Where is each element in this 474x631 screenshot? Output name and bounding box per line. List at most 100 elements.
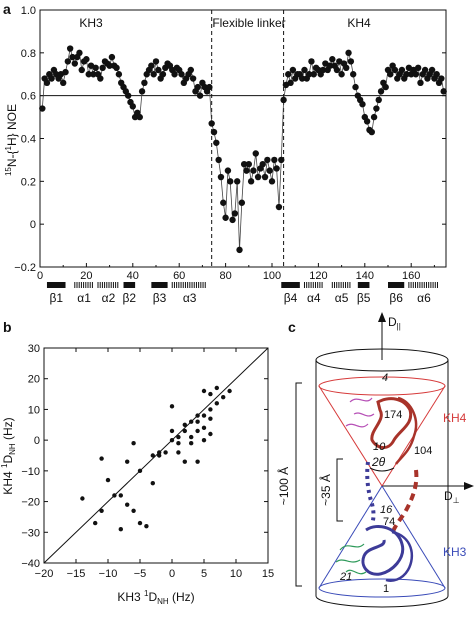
x-tick-label-a: 0 (37, 270, 43, 282)
noe-data-point (301, 66, 308, 74)
residue-label-104: 104 (414, 445, 432, 457)
x-tick-label-a: 140 (356, 270, 374, 282)
noe-data-point (171, 71, 178, 78)
noe-data-point (150, 71, 157, 78)
noe-data-point (240, 161, 248, 168)
strand-bar (151, 282, 168, 288)
noe-data-point (350, 71, 357, 78)
plot-a-frame (39, 9, 447, 268)
noe-data-point (250, 167, 257, 174)
noe-data-point (69, 53, 76, 61)
x-tick-label-a: 20 (80, 270, 92, 282)
noe-data-point (280, 96, 287, 104)
x-tick-label-b: 5 (201, 568, 207, 580)
rdc-data-point (208, 407, 213, 412)
panel-b-rdc-chart: KH3 1DNH (Hz) KH4 1DNH (Hz) 30 20 10 0 −10 −2… (0, 343, 274, 606)
noe-data-point (92, 64, 99, 72)
noe-data-point (236, 246, 243, 254)
rdc-data-point (105, 477, 111, 483)
noe-data-point (85, 71, 92, 78)
kh3-green-sidechains (335, 543, 367, 575)
x-tick-label-a: 80 (219, 270, 231, 282)
noe-data-point (210, 128, 218, 136)
noe-data-point (259, 161, 266, 168)
noe-data-point (338, 71, 345, 78)
rdc-data-point (93, 520, 98, 526)
rdc-data-point (131, 441, 136, 446)
region-label-kh3: KH3 (79, 16, 103, 30)
rdc-data-point (221, 394, 226, 400)
rdc-data-point (182, 459, 187, 464)
noe-data-point (229, 216, 236, 224)
noe-data-point (433, 71, 440, 78)
noe-data-point (227, 178, 234, 185)
noe-data-point (268, 178, 276, 185)
noe-data-point (152, 58, 160, 65)
y-tick-label-a: 0.8 (21, 48, 36, 60)
noe-data-point (129, 103, 136, 110)
noe-data-point (113, 64, 120, 72)
noe-data-point (266, 167, 273, 174)
noe-data-point (106, 62, 113, 69)
noe-data-point (213, 139, 220, 146)
noe-data-point (368, 128, 375, 136)
noe-data-point (43, 79, 51, 87)
noe-data-point (421, 66, 429, 74)
x-tick-label-a: 100 (263, 270, 281, 282)
panel-a-noe-chart: 15N-{1H} NOE KH3 Flexible linker KH4 1.0… (4, 5, 447, 305)
rdc-data-point (169, 437, 175, 443)
y-tick-label-a: 1.0 (21, 5, 36, 17)
rdc-data-point (125, 502, 130, 507)
kh4-backbone (370, 397, 413, 449)
noe-data-point (359, 101, 366, 108)
y-tick-label-a: 0.4 (21, 134, 36, 146)
noe-data-point (124, 92, 132, 99)
rdc-data-point (201, 425, 207, 431)
noe-data-point (71, 60, 79, 67)
panel-b-y-axis-label: KH4 1DNH (Hz) (0, 417, 17, 494)
kh3-cone-right (381, 485, 446, 589)
strand-bar (388, 282, 405, 288)
noe-data-point (438, 75, 445, 82)
rdc-data-point (176, 441, 181, 446)
rdc-data-point (112, 493, 117, 498)
x-tick-label-a: 40 (127, 270, 139, 282)
noe-data-point (343, 64, 350, 72)
domain-label-kh4: KH4 (443, 411, 467, 425)
noe-data-point (247, 178, 255, 185)
kh4-linker-dashed (390, 469, 419, 535)
noe-data-point (329, 56, 336, 63)
angle-label: 2θ (371, 455, 386, 469)
noe-data-point (285, 71, 292, 78)
rdc-data-point (227, 388, 232, 394)
noe-data-point (264, 156, 271, 164)
noe-data-point (78, 66, 85, 74)
noe-data-point (187, 66, 194, 74)
y-tick-label-a: 0.6 (21, 91, 36, 103)
noe-data-point (141, 79, 148, 87)
x-tick-label-b: −20 (35, 568, 54, 580)
noe-data-point (305, 71, 313, 78)
noe-data-point (155, 66, 162, 74)
secondary-structure-label: α3 (183, 291, 197, 305)
y-tick-label-a: 0 (30, 219, 36, 231)
y-tick-label-b: −20 (21, 497, 40, 509)
y-tick-label-b: 20 (28, 374, 40, 386)
noe-data-point (319, 66, 327, 74)
noe-data-point (224, 167, 232, 174)
rdc-data-point (144, 523, 149, 529)
rdc-data-point (169, 428, 175, 434)
noe-data-point (222, 214, 229, 221)
x-tick-label-b: −5 (134, 568, 147, 580)
rdc-data-point (182, 428, 187, 434)
noe-data-point (208, 120, 215, 127)
secondary-structure-label: β2 (123, 291, 137, 305)
noe-data-point (382, 83, 389, 91)
noe-data-point (217, 173, 225, 181)
rdc-data-point (208, 431, 213, 437)
noe-data-point (289, 66, 297, 74)
noe-data-point (347, 58, 355, 65)
noe-data-point (215, 156, 222, 164)
strand-bar (357, 282, 370, 288)
